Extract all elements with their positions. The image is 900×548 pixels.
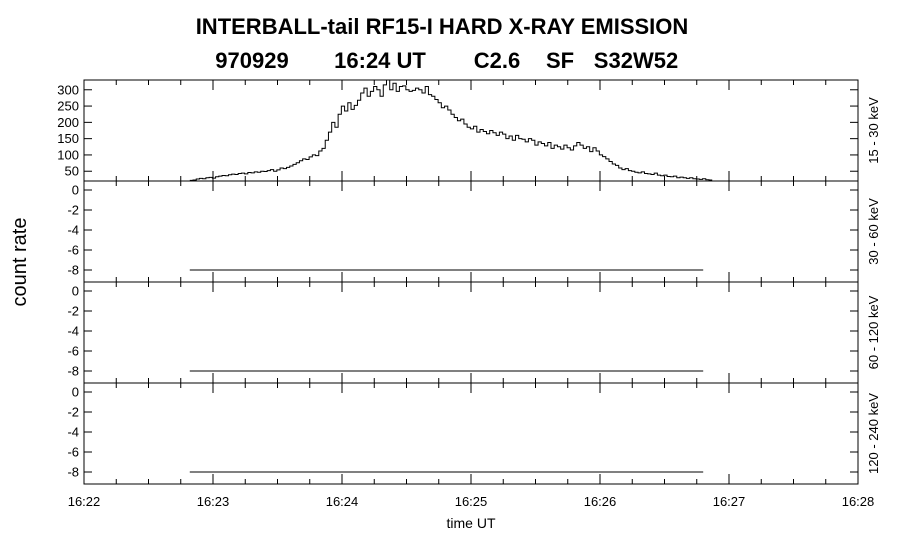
- channel-label: 15 - 30 keV: [866, 97, 881, 164]
- y-tick-label: 0: [72, 183, 79, 198]
- subtitle-date: 970929: [215, 48, 288, 73]
- y-tick-label: -4: [67, 425, 79, 440]
- x-tick-label: 16:23: [197, 494, 230, 509]
- series-line: [189, 79, 713, 181]
- y-tick-label: -2: [67, 405, 79, 420]
- x-tick-label: 16:25: [455, 494, 488, 509]
- y-tick-label: 100: [57, 147, 79, 162]
- y-tick-label: -6: [67, 243, 79, 258]
- channel-label: 30 - 60 keV: [866, 198, 881, 265]
- y-tick-label: 250: [57, 99, 79, 114]
- panel-2: -8 -6 -4 -2 0 30 - 60 keV: [67, 180, 881, 283]
- y-tick-label: -2: [67, 304, 79, 319]
- y-tick-label: -4: [67, 324, 79, 339]
- y-tick-label: 300: [57, 82, 79, 97]
- x-axis-label: time UT: [447, 515, 496, 531]
- y-tick-label: 150: [57, 131, 79, 146]
- y-tick-label: -6: [67, 445, 79, 460]
- y-tick-label: 0: [72, 385, 79, 400]
- panel-frame: [83, 382, 859, 485]
- x-tick-label: 16:24: [326, 494, 359, 509]
- y-tick-label: -8: [67, 263, 79, 278]
- subtitle-location: S32W52: [594, 48, 678, 73]
- chart-title: INTERBALL-tail RF15-I HARD X-RAY EMISSIO…: [196, 14, 689, 39]
- panel-frame: [83, 281, 859, 384]
- x-tick-label: 16:27: [713, 494, 746, 509]
- x-tick-label: 16:22: [68, 494, 101, 509]
- panel-3: -8 -6 -4 -2 0 60 - 120 keV: [67, 281, 881, 384]
- subtitle-time: 16:24 UT: [334, 48, 426, 73]
- chart-subtitle: 970929 16:24 UT C2.6 SF S32W52: [215, 48, 678, 73]
- channel-label: 60 - 120 keV: [866, 295, 881, 369]
- subtitle-flare-type: SF: [546, 48, 574, 73]
- panel-frame: [83, 79, 859, 182]
- panel-4: -8 -6 -4 -2 0 120 - 240 keV: [67, 382, 881, 485]
- subtitle-flare-class: C2.6: [474, 48, 520, 73]
- y-tick-label: -8: [67, 364, 79, 379]
- y-tick-label: -8: [67, 465, 79, 480]
- channel-label: 120 - 240 keV: [866, 393, 881, 474]
- y-tick-label: -2: [67, 203, 79, 218]
- y-axis-label: count rate: [9, 218, 31, 307]
- y-tick-label: 0: [72, 284, 79, 299]
- x-tick-label: 16:28: [842, 494, 875, 509]
- y-tick-label: -6: [67, 344, 79, 359]
- panel-frame: [83, 180, 859, 283]
- y-tick-label: -4: [67, 223, 79, 238]
- x-tick-label: 16:26: [584, 494, 617, 509]
- y-tick-label: 50: [65, 164, 79, 179]
- y-tick-label: 200: [57, 115, 79, 130]
